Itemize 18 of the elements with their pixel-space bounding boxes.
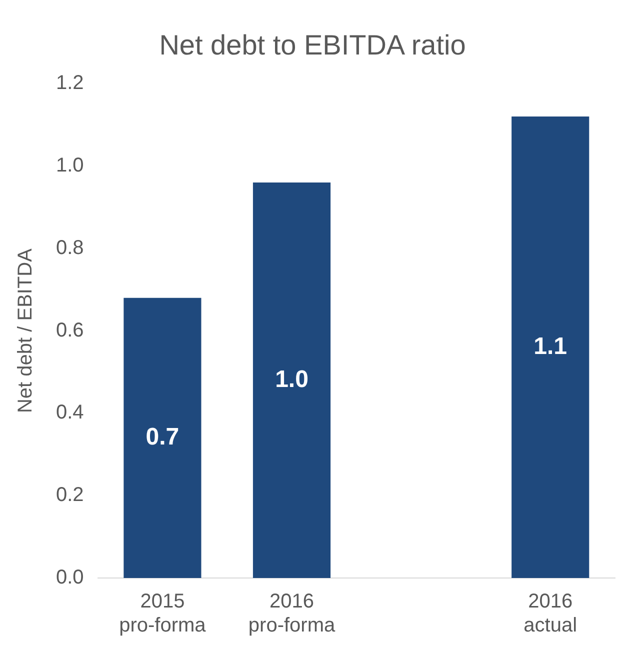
chart-title: Net debt to EBITDA ratio	[159, 30, 466, 61]
x-tick-label: 2016 pro-forma	[248, 590, 336, 637]
bar	[252, 182, 331, 578]
bar	[512, 116, 590, 578]
y-tick-label: 1.2	[56, 72, 84, 94]
y-tick-label: 0.2	[56, 484, 84, 506]
y-tick-label: 0.8	[56, 236, 84, 259]
x-tick-label: 2016 actual	[524, 590, 578, 637]
bar	[124, 298, 202, 578]
data-label: 1.0	[275, 366, 308, 393]
y-axis-title: Net debt / EBITDA	[14, 248, 37, 414]
data-label: 1.1	[534, 332, 568, 360]
x-tick-label: 2015 pro-forma	[119, 590, 207, 637]
y-tick-label: 1.0	[56, 154, 84, 177]
y-tick-label: 0.0	[56, 566, 84, 589]
y-tick-label: 0.6	[56, 319, 84, 342]
data-label: 0.7	[146, 424, 180, 451]
y-tick-label: 0.4	[56, 402, 84, 424]
